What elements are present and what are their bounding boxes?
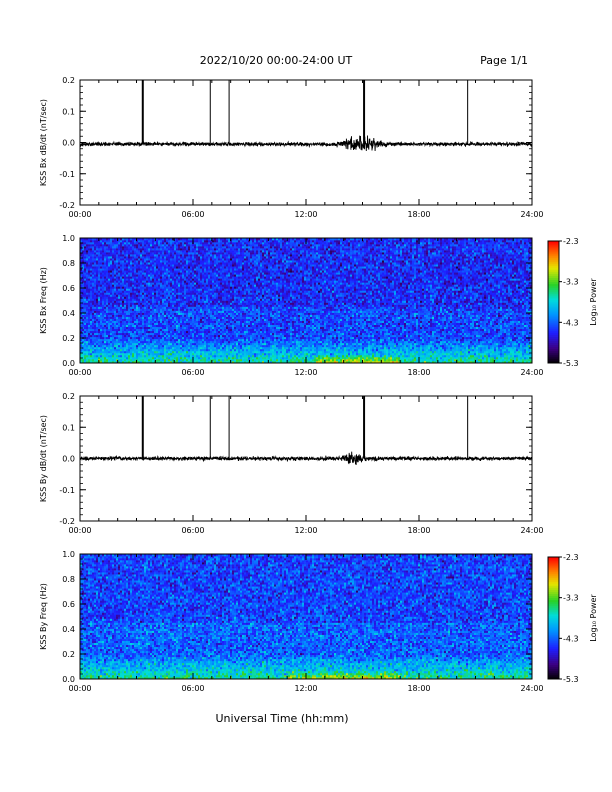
x-tick-label: 18:00	[407, 684, 430, 693]
y-axis-label: KSS By dB/dt (nT/sec)	[39, 415, 48, 502]
x-axis-title: Universal Time (hh:mm)	[216, 712, 349, 725]
x-tick-label: 12:00	[294, 210, 317, 219]
x-tick-label: 06:00	[181, 526, 204, 535]
colorbar-tick-label: -4.3	[563, 634, 579, 643]
y-tick-label: 0.6	[62, 284, 75, 293]
colorbar-tick-label: -3.3	[563, 594, 579, 603]
colorbar-tick-label: -3.3	[563, 278, 579, 287]
colorbar: -2.3 -3.3 -4.3 -5.3 Log₁₀ Power	[548, 237, 598, 368]
x-tick-label: 06:00	[181, 684, 204, 693]
colorbar-label: Log₁₀ Power	[589, 278, 598, 326]
timeseries-panel-by: 00:00 06:00 12:00 18:00 24:00 -0.2 -0.1 0.0 0.1 0…	[39, 392, 544, 535]
y-tick-label: 0.4	[62, 309, 75, 318]
x-tick-label: 00:00	[68, 368, 91, 377]
trace-line	[80, 452, 532, 465]
y-tick-label: 0.2	[62, 334, 75, 343]
y-tick-label: -0.1	[59, 170, 75, 179]
y-tick-label: 0.8	[62, 575, 75, 584]
y-tick-label: 0.1	[62, 107, 75, 116]
x-tick-label: 18:00	[407, 526, 430, 535]
page-title: 2022/10/20 00:00-24:00 UT	[200, 54, 353, 67]
timeseries-panel-bx: 00:00 06:00 12:00 18:00 24:00 -0.2 -0.1 0.0 0.1 0…	[39, 76, 544, 219]
spectrogram-panel-by: 00:00 06:00 12:00 18:00 24:00 0.0 0.2 0.4 0.6 0.8…	[39, 550, 598, 693]
y-tick-label: 0.2	[62, 76, 75, 85]
y-tick-label: 0.4	[62, 625, 75, 634]
colorbar-tick-label: -2.3	[563, 553, 579, 562]
x-tick-label: 24:00	[520, 684, 543, 693]
spectrogram-cells	[80, 238, 532, 363]
x-tick-label: 00:00	[68, 684, 91, 693]
x-tick-label: 00:00	[68, 526, 91, 535]
page-number: Page 1/1	[480, 54, 528, 67]
x-tick-label: 18:00	[407, 210, 430, 219]
spectrogram-cells	[80, 554, 532, 679]
y-tick-label: 0.2	[62, 392, 75, 401]
x-tick-label: 06:00	[181, 368, 204, 377]
y-tick-label: 0.0	[62, 359, 75, 368]
y-axis-label: KSS Bx Freq (Hz)	[39, 267, 48, 334]
y-tick-label: -0.1	[59, 486, 75, 495]
x-tick-label: 06:00	[181, 210, 204, 219]
colorbar-label: Log₁₀ Power	[589, 594, 598, 642]
y-axis-label: KSS By Freq (Hz)	[39, 583, 48, 650]
x-tick-label: 12:00	[294, 684, 317, 693]
y-tick-label: 0.2	[62, 650, 75, 659]
y-tick-label: -0.2	[59, 517, 75, 526]
y-tick-label: 0.8	[62, 259, 75, 268]
x-tick-label: 24:00	[520, 526, 543, 535]
y-tick-label: 1.0	[62, 234, 75, 243]
x-tick-label: 24:00	[520, 368, 543, 377]
colorbar: -2.3 -3.3 -4.3 -5.3 Log₁₀ Power	[548, 553, 598, 684]
colorbar-tick-label: -4.3	[563, 318, 579, 327]
y-axis-label: KSS Bx dB/dt (nT/sec)	[39, 99, 48, 186]
colorbar-tick-label: -5.3	[563, 675, 579, 684]
x-tick-label: 12:00	[294, 526, 317, 535]
colorbar-tick-label: -5.3	[563, 359, 579, 368]
y-tick-label: -0.2	[59, 201, 75, 210]
y-tick-label: 0.0	[62, 675, 75, 684]
spectrogram-panel-bx: 00:00 06:00 12:00 18:00 24:00 0.0 0.2 0.4 0.6 0.8…	[39, 234, 598, 377]
y-tick-label: 0.0	[62, 455, 75, 464]
x-tick-label: 00:00	[68, 210, 91, 219]
y-tick-label: 0.1	[62, 423, 75, 432]
x-tick-label: 24:00	[520, 210, 543, 219]
y-tick-label: 0.6	[62, 600, 75, 609]
y-tick-label: 0.0	[62, 139, 75, 148]
x-tick-label: 18:00	[407, 368, 430, 377]
colorbar-tick-label: -2.3	[563, 237, 579, 246]
trace-line	[80, 136, 532, 152]
y-tick-label: 1.0	[62, 550, 75, 559]
x-tick-label: 12:00	[294, 368, 317, 377]
